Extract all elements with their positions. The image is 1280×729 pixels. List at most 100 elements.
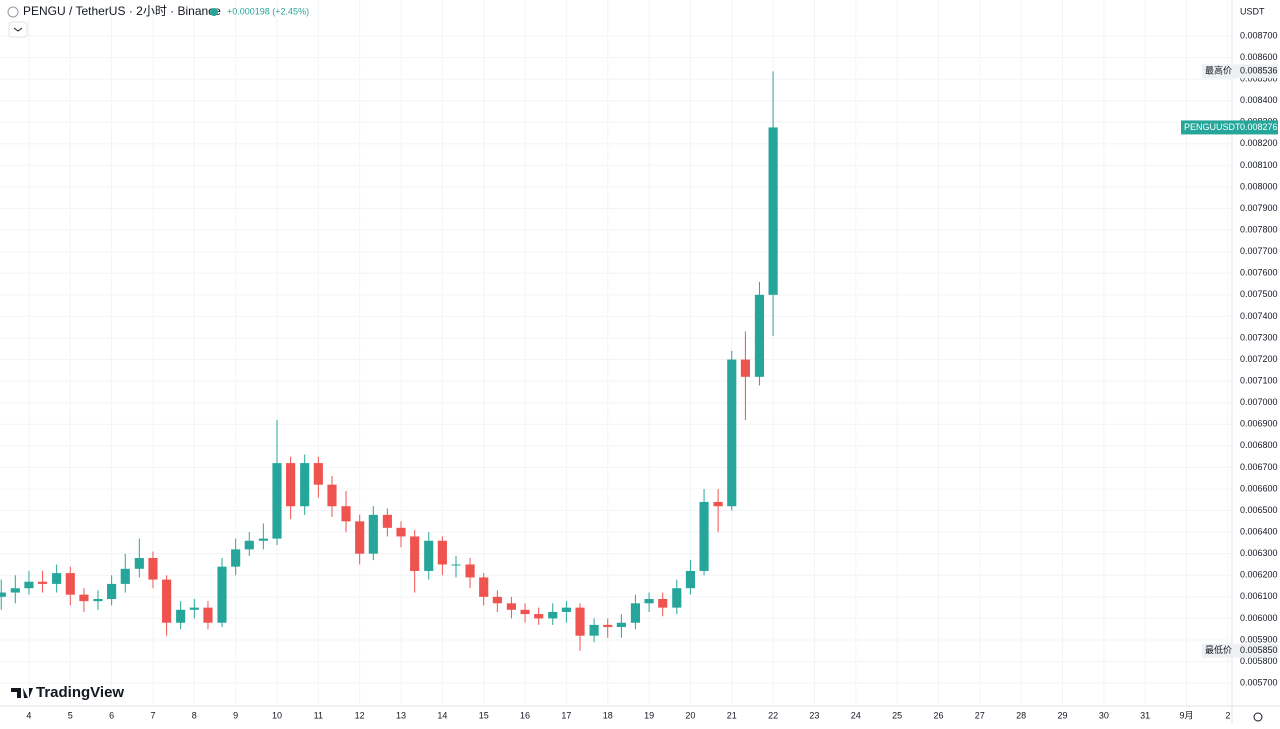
y-tick-label: 0.008500 bbox=[1240, 73, 1278, 83]
brand-logo bbox=[11, 688, 33, 698]
marker-label: 最高价 bbox=[1205, 65, 1232, 76]
candle-body bbox=[658, 598, 668, 608]
candle-body bbox=[382, 514, 392, 528]
candle-body bbox=[589, 624, 599, 636]
brand[interactable]: TradingView bbox=[36, 684, 124, 701]
collapse-button[interactable] bbox=[8, 21, 28, 38]
candle-body bbox=[176, 609, 186, 623]
candle-body bbox=[561, 607, 571, 612]
candle-body bbox=[699, 501, 709, 571]
y-tick-label: 0.008400 bbox=[1240, 95, 1278, 105]
candle-body bbox=[0, 592, 6, 597]
candle-body bbox=[520, 609, 530, 615]
symbol-title[interactable]: PENGU / TetherUS · 2小时 · Binance bbox=[23, 4, 221, 18]
x-tick-label: 26 bbox=[933, 710, 943, 720]
candle-body bbox=[768, 127, 778, 295]
status-dot bbox=[210, 8, 218, 16]
x-tick-label: 10 bbox=[272, 710, 282, 720]
chevron bbox=[13, 27, 23, 32]
y-tick-label: 0.007400 bbox=[1240, 311, 1278, 321]
y-tick-label: 0.008100 bbox=[1240, 160, 1278, 170]
y-tick-label: 0.005800 bbox=[1240, 656, 1278, 666]
candle-body bbox=[107, 583, 117, 599]
y-tick-label: 0.007200 bbox=[1240, 354, 1278, 364]
x-tick-label: 9月 bbox=[1180, 710, 1194, 720]
x-tick-label: 24 bbox=[851, 710, 861, 720]
candle-body bbox=[644, 598, 654, 604]
marker-box bbox=[1202, 64, 1278, 79]
candle-body bbox=[38, 581, 48, 584]
candle-body bbox=[189, 607, 199, 610]
candle-body bbox=[368, 514, 378, 554]
y-tick-label: 0.007700 bbox=[1240, 246, 1278, 256]
candle-body bbox=[120, 568, 130, 584]
candle-body bbox=[79, 594, 89, 602]
candle-body bbox=[630, 603, 640, 623]
y-tick-label: 0.006800 bbox=[1240, 440, 1278, 450]
y-tick-label: 0.007500 bbox=[1240, 289, 1278, 299]
y-tick-label: 0.006200 bbox=[1240, 570, 1278, 580]
x-tick-label: 8 bbox=[192, 710, 197, 720]
price-change: +0.000198 (+2.45%) bbox=[227, 6, 309, 16]
y-tick-label: 0.006700 bbox=[1240, 462, 1278, 472]
x-tick-label: 6 bbox=[109, 710, 114, 720]
candle-body bbox=[437, 540, 447, 565]
y-tick-label: 0.007000 bbox=[1240, 397, 1278, 407]
candle-body bbox=[217, 566, 227, 623]
y-tick-label: 0.008700 bbox=[1240, 30, 1278, 40]
candle-body bbox=[258, 538, 268, 541]
x-tick-label: 28 bbox=[1016, 710, 1026, 720]
candle-body bbox=[575, 607, 585, 636]
candle-body bbox=[492, 596, 502, 604]
candle-body bbox=[713, 501, 723, 507]
y-tick-label: 0.007300 bbox=[1240, 332, 1278, 342]
currency[interactable]: USDT bbox=[1240, 6, 1265, 16]
candle-body bbox=[327, 484, 337, 507]
candle-body bbox=[396, 527, 406, 537]
marker-value: 0.008536 bbox=[1240, 66, 1278, 76]
x-tick-label: 20 bbox=[685, 710, 695, 720]
candle-body bbox=[410, 536, 420, 571]
symbol-icon bbox=[7, 6, 19, 18]
candle-body bbox=[10, 588, 20, 593]
y-tick-label: 0.007800 bbox=[1240, 224, 1278, 234]
marker-box bbox=[1202, 643, 1278, 658]
x-tick-label: 11 bbox=[314, 710, 323, 720]
marker-label: 最低价 bbox=[1205, 644, 1232, 655]
candle-body bbox=[534, 614, 544, 619]
y-tick-label: 0.007600 bbox=[1240, 268, 1278, 278]
y-tick-label: 0.006000 bbox=[1240, 613, 1278, 623]
marker-label: PENGUUSDT bbox=[1184, 122, 1241, 132]
marker-value: 0.005850 bbox=[1240, 645, 1278, 655]
candle-body bbox=[244, 540, 254, 550]
candle-body bbox=[685, 570, 695, 589]
x-tick-label: 30 bbox=[1099, 710, 1109, 720]
settings-icon[interactable] bbox=[1253, 712, 1263, 722]
candle-body bbox=[603, 624, 613, 628]
candle-body bbox=[355, 521, 365, 554]
x-tick-label: 27 bbox=[975, 710, 985, 720]
x-tick-label: 12 bbox=[355, 710, 365, 720]
x-tick-label: 23 bbox=[809, 710, 819, 720]
candle-body bbox=[341, 506, 351, 522]
x-tick-label: 7 bbox=[150, 710, 155, 720]
marker-value: 0.008276 bbox=[1240, 122, 1278, 132]
candle-body bbox=[465, 564, 475, 578]
candle-body bbox=[506, 603, 516, 610]
candle-body bbox=[727, 359, 737, 507]
candle-body bbox=[65, 573, 75, 595]
candle-body bbox=[313, 463, 323, 485]
x-tick-label: 14 bbox=[437, 710, 447, 720]
y-tick-label: 0.006600 bbox=[1240, 483, 1278, 493]
candle-body bbox=[548, 611, 558, 619]
x-tick-label: 16 bbox=[520, 710, 530, 720]
candle-body bbox=[134, 558, 144, 569]
y-tick-label: 0.008200 bbox=[1240, 138, 1278, 148]
candle-body bbox=[451, 564, 461, 566]
x-tick-label: 9 bbox=[233, 710, 238, 720]
candle-body bbox=[162, 579, 172, 623]
x-tick-label: 2 bbox=[1225, 710, 1230, 720]
x-tick-label: 31 bbox=[1140, 710, 1150, 720]
candle-body bbox=[286, 463, 296, 507]
